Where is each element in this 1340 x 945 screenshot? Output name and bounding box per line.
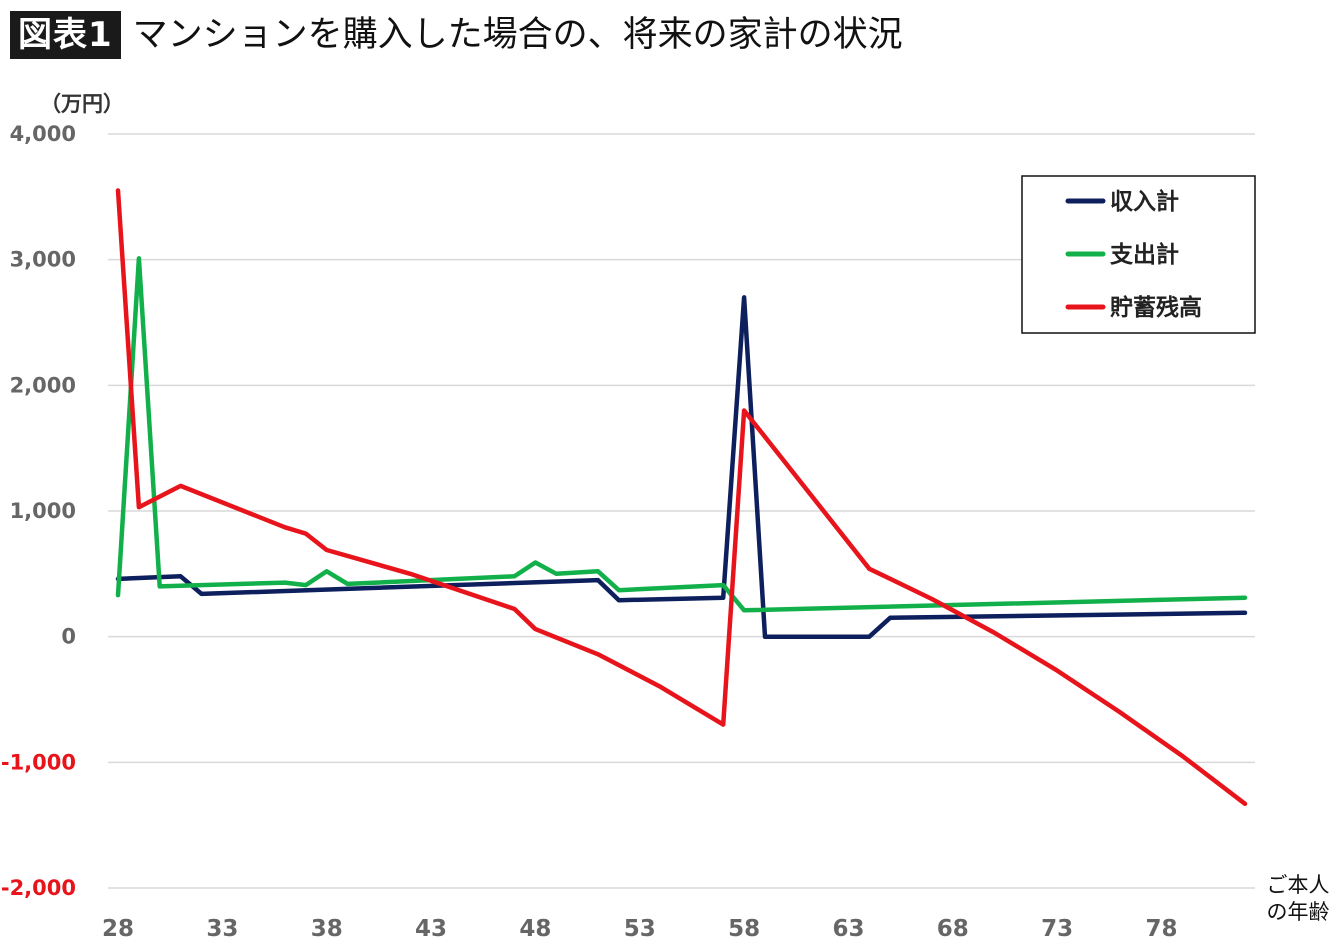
legend-box xyxy=(1021,175,1256,334)
y-unit-label: （万円） xyxy=(40,92,124,116)
series-line xyxy=(115,295,1248,639)
x-tick-label: 73 xyxy=(1041,916,1073,942)
y-tick-label: 3,000 xyxy=(10,248,76,272)
x-tick-label: 33 xyxy=(206,916,238,942)
x-tick-label: 48 xyxy=(519,916,551,942)
x-tick-label: 28 xyxy=(102,916,134,942)
y-tick-label: -2,000 xyxy=(1,876,76,900)
x-tick-label: 53 xyxy=(624,916,656,942)
y-tick-label: 2,000 xyxy=(10,373,76,397)
y-tick-label: -1,000 xyxy=(1,750,76,774)
y-tick-label: 0 xyxy=(61,625,76,649)
y-tick-label: 4,000 xyxy=(10,122,76,146)
series-line xyxy=(115,256,1248,613)
x-tick-label: 58 xyxy=(728,916,760,942)
figure-badge: 図表1 xyxy=(10,11,121,59)
title-text: マンションを購入した場合の、将来の家計の状況 xyxy=(132,15,903,55)
legend-label: 支出計 xyxy=(1109,241,1179,268)
legend-label: 収入計 xyxy=(1110,188,1179,215)
series-line xyxy=(115,188,1248,807)
x-tick-label: 38 xyxy=(311,916,343,942)
x-tick-label: 78 xyxy=(1146,916,1178,942)
x-tick-label: 43 xyxy=(415,916,447,942)
x-axis-label: ご本人 xyxy=(1267,873,1330,897)
x-tick-label: 68 xyxy=(937,916,969,942)
x-tick-label: 63 xyxy=(832,916,864,942)
y-tick-label: 1,000 xyxy=(10,499,76,523)
x-axis-label: の年齢 xyxy=(1267,900,1330,924)
chart-title: 図表1 マンションを購入した場合の、将来の家計の状況 xyxy=(10,10,903,60)
legend-label: 貯蓄残高 xyxy=(1110,294,1202,321)
